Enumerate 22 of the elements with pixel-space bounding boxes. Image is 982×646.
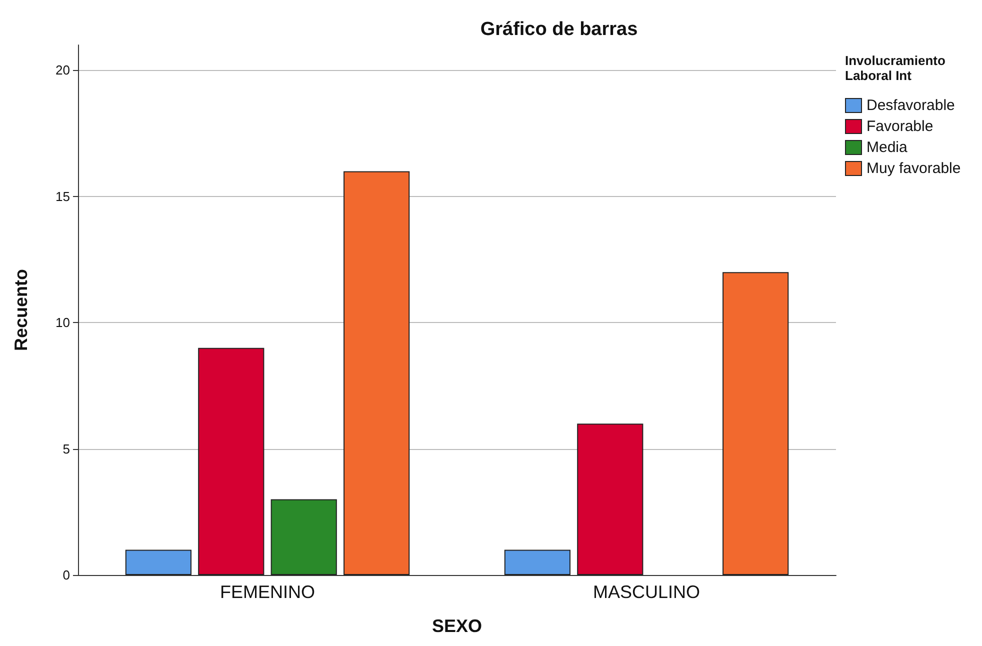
bar xyxy=(344,171,410,575)
bar xyxy=(125,550,192,575)
legend-label: Desfavorable xyxy=(866,97,955,114)
legend-title: Involucramiento Laboral Int xyxy=(845,53,950,83)
x-axis-title: SEXO xyxy=(432,616,482,636)
y-axis-title: Recuento xyxy=(11,268,31,352)
legend-label: Muy favorable xyxy=(866,160,961,177)
chart-title: Gráfico de barras xyxy=(480,19,638,40)
legend-label: Media xyxy=(866,139,908,156)
y-tick-label: 5 xyxy=(62,441,70,456)
bar xyxy=(198,348,264,575)
bar xyxy=(504,550,570,575)
y-tick-label: 20 xyxy=(56,62,70,78)
y-tick-label: 15 xyxy=(56,188,70,204)
y-tick-label: 10 xyxy=(56,315,70,330)
legend-label: Favorable xyxy=(866,118,934,135)
bar xyxy=(577,424,644,575)
bar xyxy=(722,272,789,575)
bar xyxy=(270,499,337,575)
y-tick-label: 0 xyxy=(62,568,70,582)
x-tick-label: FEMENINO xyxy=(220,582,316,602)
x-tick-label: MASCULINO xyxy=(592,582,700,602)
